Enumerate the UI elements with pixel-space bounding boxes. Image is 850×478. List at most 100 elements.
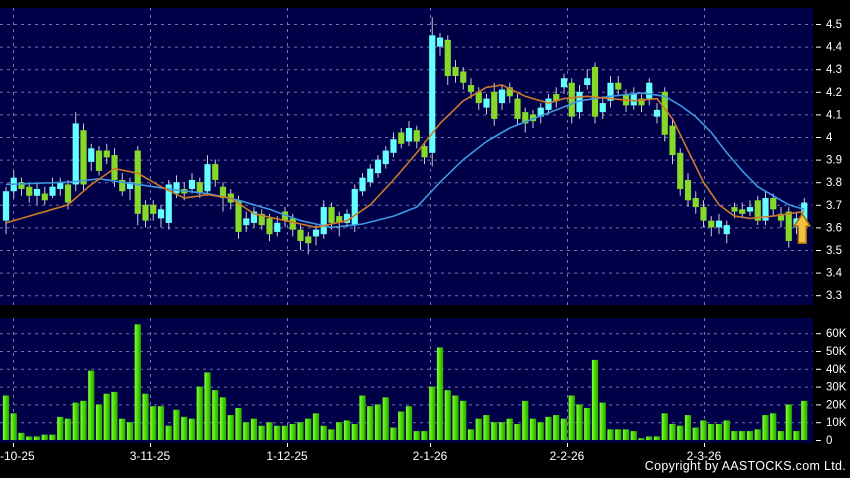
price-axis-label: 4.3 bbox=[826, 64, 842, 76]
volume-bar bbox=[607, 429, 614, 440]
candle bbox=[41, 186, 48, 205]
volume-bar bbox=[328, 429, 335, 440]
candle bbox=[762, 191, 769, 226]
volume-bar bbox=[72, 402, 79, 440]
candle bbox=[700, 200, 707, 228]
candle bbox=[444, 35, 451, 86]
candle bbox=[351, 184, 358, 232]
volume-bar bbox=[754, 429, 761, 440]
candle bbox=[367, 164, 374, 187]
price-axis-label: 3.7 bbox=[826, 200, 842, 212]
volume-bar bbox=[444, 390, 451, 440]
volume-bar bbox=[405, 406, 413, 440]
volume-bar bbox=[258, 425, 265, 440]
candle bbox=[615, 75, 622, 97]
volume-bar bbox=[359, 395, 366, 440]
volume-bar bbox=[297, 422, 304, 440]
volume-bar bbox=[26, 436, 33, 440]
candle bbox=[483, 94, 490, 115]
volume-bar bbox=[514, 423, 521, 440]
volume-bar bbox=[165, 425, 172, 440]
volume-axis-label: 20K bbox=[826, 399, 847, 411]
candle bbox=[212, 159, 219, 187]
volume-bar bbox=[483, 415, 490, 440]
volume-bar bbox=[723, 420, 730, 440]
candle bbox=[646, 78, 653, 106]
volume-bar bbox=[429, 386, 436, 440]
candle bbox=[266, 213, 273, 241]
candle bbox=[715, 213, 723, 235]
date-axis-label: 2-3-26 bbox=[687, 449, 722, 463]
annotation bbox=[793, 213, 811, 244]
price-axis-label: 4.2 bbox=[826, 87, 842, 99]
volume-bar bbox=[413, 431, 420, 440]
candle bbox=[134, 146, 141, 226]
volume-bar bbox=[33, 436, 41, 440]
volume-bar bbox=[95, 404, 103, 440]
candle bbox=[708, 216, 715, 237]
date-axis-label: 2-1-26 bbox=[413, 449, 448, 463]
volume-bar bbox=[374, 404, 382, 440]
candle bbox=[607, 75, 614, 108]
price-axis-label: 3.8 bbox=[826, 177, 842, 189]
candle bbox=[452, 60, 459, 83]
volume-bar bbox=[305, 418, 312, 440]
candle bbox=[382, 146, 389, 169]
candle bbox=[545, 94, 552, 115]
candle bbox=[18, 177, 25, 196]
price-axis-label: 3.5 bbox=[826, 245, 842, 257]
volume-bar bbox=[700, 420, 707, 440]
volume-axis-label: 10K bbox=[826, 417, 847, 429]
candle bbox=[72, 112, 79, 192]
volume-bar bbox=[475, 418, 482, 440]
candle bbox=[460, 66, 467, 90]
candle bbox=[467, 78, 475, 99]
candle bbox=[398, 127, 405, 149]
volume-bar bbox=[188, 418, 196, 440]
volume-bar bbox=[537, 422, 544, 440]
ma-slow bbox=[5, 92, 805, 229]
candle bbox=[312, 225, 320, 246]
candle bbox=[553, 87, 560, 108]
candle bbox=[243, 211, 250, 232]
date-axis-label: 2-2-26 bbox=[550, 449, 585, 463]
volume-bar bbox=[770, 413, 777, 440]
price-axis: 4.5 4.4 4.3 4.2 4.1 4 3.9 3.8 3.7 3.6 3.5 3.4 3.3 bbox=[816, 19, 843, 302]
candle bbox=[421, 141, 428, 165]
candle bbox=[305, 231, 312, 255]
volume-bar bbox=[599, 402, 606, 440]
volume-bar bbox=[274, 425, 281, 440]
candle bbox=[57, 177, 64, 196]
volume-bar bbox=[460, 400, 467, 440]
volume-bar bbox=[777, 431, 785, 440]
ma-line-slow bbox=[5, 92, 805, 229]
candle bbox=[413, 125, 420, 149]
volume-bar bbox=[646, 436, 653, 440]
candle bbox=[196, 177, 203, 199]
candle bbox=[390, 132, 397, 158]
candle bbox=[33, 182, 41, 205]
candle bbox=[165, 179, 172, 230]
volume-bar bbox=[677, 425, 684, 440]
volume-bar bbox=[785, 404, 792, 440]
candle bbox=[343, 209, 351, 228]
candle bbox=[2, 186, 10, 235]
candle bbox=[429, 17, 436, 167]
chart-panes bbox=[0, 8, 813, 443]
volume-bar bbox=[336, 422, 343, 440]
volume-bar bbox=[661, 413, 668, 440]
volume-bar bbox=[568, 395, 575, 440]
candle bbox=[142, 200, 149, 228]
volume-bar bbox=[615, 429, 622, 440]
candle bbox=[250, 207, 258, 228]
volume-bar bbox=[560, 418, 568, 440]
volume-bar bbox=[467, 429, 475, 440]
ma-line-fast bbox=[5, 84, 805, 229]
volume-bar bbox=[684, 415, 692, 440]
volume-bar bbox=[491, 422, 498, 440]
volume-bar bbox=[382, 397, 389, 440]
candle bbox=[320, 200, 327, 239]
date-axis-label: -10-25 bbox=[0, 449, 35, 463]
volume-bar bbox=[801, 400, 808, 440]
